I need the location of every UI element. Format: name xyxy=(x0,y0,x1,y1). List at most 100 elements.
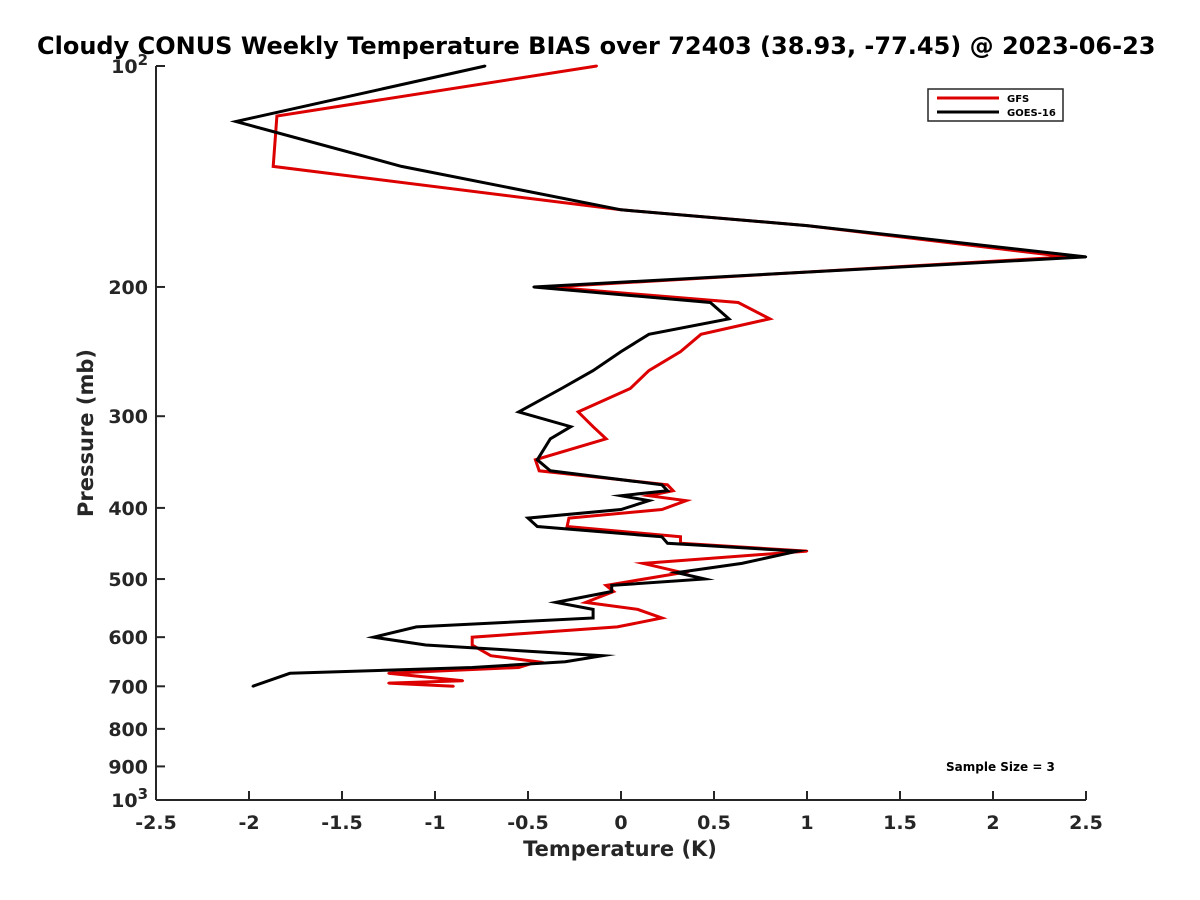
y-tick-label: 102 xyxy=(111,51,148,78)
data-point-goes-16 xyxy=(526,516,530,520)
data-point-gfs xyxy=(647,494,651,497)
data-point-goes-16 xyxy=(424,643,427,647)
x-tick-label: 1 xyxy=(800,812,813,834)
data-point-gfs xyxy=(489,654,492,657)
data-point-goes-16 xyxy=(532,285,535,289)
data-point-goes-16 xyxy=(517,410,520,414)
data-point-goes-16 xyxy=(619,494,623,497)
data-point-goes-16 xyxy=(675,571,678,574)
data-point-goes-16 xyxy=(564,660,567,663)
data-point-goes-16 xyxy=(610,590,613,593)
data-point-gfs xyxy=(604,437,608,440)
x-tick-label: -0.5 xyxy=(507,812,549,834)
data-point-gfs xyxy=(471,643,474,647)
y-tick-label: 800 xyxy=(108,719,148,741)
data-point-gfs xyxy=(666,483,669,486)
data-point-goes-16 xyxy=(601,654,604,657)
data-point-gfs xyxy=(517,666,520,669)
data-point-goes-16 xyxy=(471,666,474,669)
data-point-gfs xyxy=(679,535,682,538)
x-tick-label: 1.5 xyxy=(883,812,917,834)
data-point-gfs xyxy=(647,369,651,372)
chart-title: Cloudy CONUS Weekly Temperature BIAS ove… xyxy=(37,32,1155,60)
x-tick-label: 0 xyxy=(614,812,627,834)
data-point-goes-16 xyxy=(549,437,552,440)
data-point-goes-16 xyxy=(727,317,731,320)
legend-box xyxy=(927,88,1064,122)
y-axis-label: Pressure (mb) xyxy=(74,349,98,517)
data-point-goes-16 xyxy=(796,549,799,553)
data-point-gfs xyxy=(577,410,580,414)
data-point-gfs xyxy=(538,469,541,472)
y-tick-label: 300 xyxy=(108,406,148,428)
x-tick-label: 2.5 xyxy=(1069,812,1103,834)
x-tick-label: -2 xyxy=(238,812,259,834)
x-tick-label: -1 xyxy=(424,812,445,834)
x-axis-label: Temperature (K) xyxy=(523,837,717,861)
data-point-gfs xyxy=(636,608,639,611)
data-point-gfs xyxy=(699,333,703,336)
data-point-goes-16 xyxy=(234,120,238,123)
data-point-goes-16 xyxy=(251,685,254,688)
data-point-gfs xyxy=(737,301,740,304)
legend-label: GFS xyxy=(1007,94,1029,105)
x-tick-label: 0.5 xyxy=(697,812,731,834)
data-point-goes-16 xyxy=(709,301,712,304)
data-point-goes-16 xyxy=(569,425,572,428)
data-point-gfs xyxy=(471,636,474,639)
data-point-gfs xyxy=(595,64,598,68)
data-point-gfs xyxy=(604,584,608,587)
data-point-goes-16 xyxy=(591,369,595,372)
data-point-goes-16 xyxy=(372,636,375,639)
data-point-goes-16 xyxy=(619,208,623,211)
data-point-goes-16 xyxy=(288,672,292,675)
data-point-goes-16 xyxy=(619,350,623,353)
data-point-gfs xyxy=(768,317,771,320)
data-point-goes-16 xyxy=(740,562,744,565)
data-point-goes-16 xyxy=(666,542,669,545)
data-point-goes-16 xyxy=(400,165,403,168)
data-point-goes-16 xyxy=(591,608,595,611)
series-line-goes-16 xyxy=(229,64,1087,688)
x-tick-label: 2 xyxy=(986,812,999,834)
data-point-goes-16 xyxy=(805,224,809,227)
data-point-gfs xyxy=(671,489,675,492)
x-tick-label: -1.5 xyxy=(321,812,363,834)
data-point-gfs xyxy=(565,525,569,528)
data-point-gfs xyxy=(629,387,632,390)
sample-size-annotation: Sample Size = 3 xyxy=(946,760,1055,774)
y-tick-label: 500 xyxy=(108,569,148,591)
data-point-goes-16 xyxy=(560,387,563,390)
data-point-goes-16 xyxy=(484,64,487,68)
y-tick-label: 600 xyxy=(108,627,148,649)
data-point-goes-16 xyxy=(1084,255,1088,259)
data-point-gfs xyxy=(679,350,682,353)
y-tick-label: 200 xyxy=(108,277,148,299)
data-point-goes-16 xyxy=(536,458,539,461)
data-point-gfs xyxy=(387,681,390,685)
y-tick-label: 400 xyxy=(108,498,148,520)
data-point-gfs xyxy=(567,516,571,520)
data-point-goes-16 xyxy=(549,469,552,472)
data-point-goes-16 xyxy=(610,584,613,587)
data-point-goes-16 xyxy=(415,625,418,629)
y-tick-label: 103 xyxy=(111,785,148,812)
legend-label: GOES-16 xyxy=(1007,108,1056,119)
data-point-goes-16 xyxy=(536,525,539,528)
data-point-goes-16 xyxy=(619,508,623,511)
data-point-gfs xyxy=(660,508,664,511)
data-point-gfs xyxy=(452,685,455,688)
data-point-goes-16 xyxy=(591,616,595,620)
data-point-gfs xyxy=(660,616,664,620)
plot-area: -2.5 -2 -1.5 -1 -0.5 0 0.5 1 1.5 2 2.5 102 200 300 400… xyxy=(108,51,1103,834)
data-point-gfs xyxy=(387,672,390,675)
data-point-gfs xyxy=(684,499,688,502)
data-point-gfs xyxy=(591,425,595,428)
data-point-gfs xyxy=(275,114,279,118)
data-point-goes-16 xyxy=(554,601,558,604)
data-point-gfs xyxy=(642,562,645,565)
data-point-gfs xyxy=(616,625,619,629)
data-point-gfs xyxy=(272,165,275,168)
